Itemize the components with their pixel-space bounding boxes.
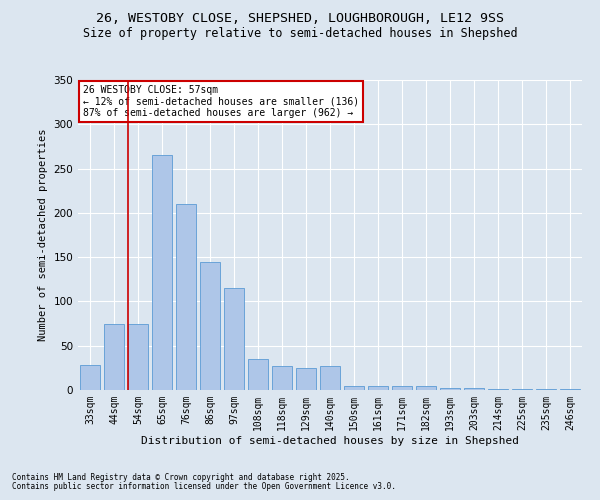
- Bar: [320, 366, 340, 390]
- Bar: [224, 288, 244, 390]
- Bar: [104, 324, 124, 390]
- Bar: [560, 389, 580, 390]
- Bar: [368, 386, 388, 390]
- Bar: [80, 365, 100, 390]
- Text: Contains HM Land Registry data © Crown copyright and database right 2025.: Contains HM Land Registry data © Crown c…: [12, 474, 350, 482]
- Bar: [440, 388, 460, 390]
- Text: Contains public sector information licensed under the Open Government Licence v3: Contains public sector information licen…: [12, 482, 396, 491]
- Bar: [200, 262, 220, 390]
- X-axis label: Distribution of semi-detached houses by size in Shepshed: Distribution of semi-detached houses by …: [141, 436, 519, 446]
- Bar: [488, 389, 508, 390]
- Y-axis label: Number of semi-detached properties: Number of semi-detached properties: [38, 128, 48, 341]
- Bar: [512, 389, 532, 390]
- Text: Size of property relative to semi-detached houses in Shepshed: Size of property relative to semi-detach…: [83, 28, 517, 40]
- Bar: [272, 366, 292, 390]
- Bar: [296, 368, 316, 390]
- Bar: [344, 386, 364, 390]
- Bar: [464, 388, 484, 390]
- Bar: [176, 204, 196, 390]
- Bar: [152, 156, 172, 390]
- Bar: [128, 324, 148, 390]
- Text: 26 WESTOBY CLOSE: 57sqm
← 12% of semi-detached houses are smaller (136)
87% of s: 26 WESTOBY CLOSE: 57sqm ← 12% of semi-de…: [83, 84, 359, 118]
- Bar: [392, 386, 412, 390]
- Bar: [536, 389, 556, 390]
- Text: 26, WESTOBY CLOSE, SHEPSHED, LOUGHBOROUGH, LE12 9SS: 26, WESTOBY CLOSE, SHEPSHED, LOUGHBOROUG…: [96, 12, 504, 26]
- Bar: [248, 359, 268, 390]
- Bar: [416, 386, 436, 390]
